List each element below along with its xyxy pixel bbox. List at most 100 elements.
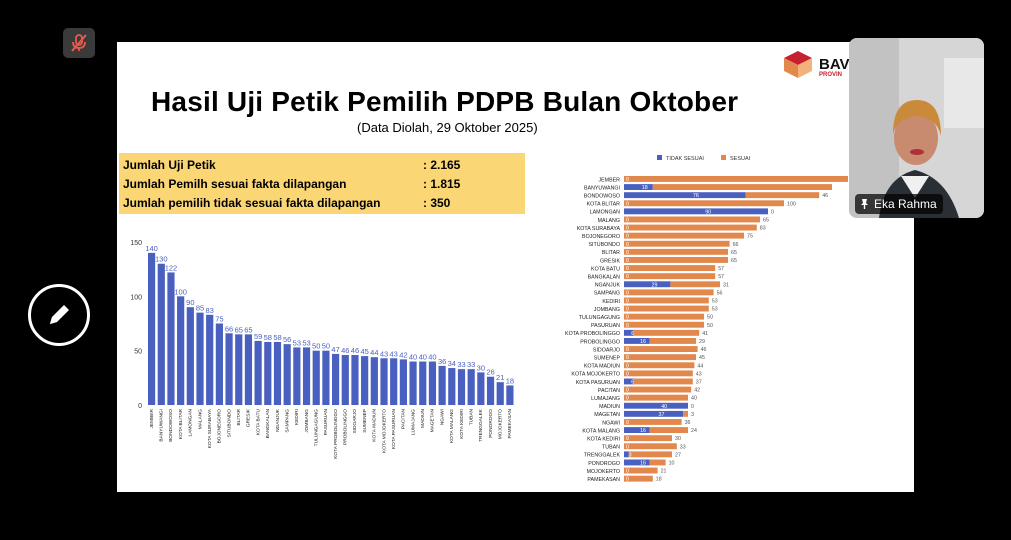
x-tick-label: TULUNGAGUNG [313, 409, 319, 447]
summary-label: Jumlah Pemilh sesuai fakta dilapangan [123, 177, 347, 191]
bar [361, 356, 369, 405]
data-label: 46 [351, 346, 359, 355]
x-tick-label: LUMAJANG [410, 409, 416, 435]
bar-sesuai [624, 232, 744, 239]
category-label: KOTA MADIUN [584, 364, 620, 370]
category-label: MOJOKERTO [587, 469, 620, 475]
data-label: 56 [717, 290, 723, 296]
data-label: 75 [215, 315, 223, 324]
bar-sesuai [652, 184, 832, 190]
data-label: 45 [360, 347, 368, 356]
bar-sesuai [649, 427, 688, 433]
x-tick-label: KOTA MADIUN [372, 408, 378, 441]
x-tick-label: LAMONGAN [188, 408, 194, 436]
x-tick-label: KOTA KEDIRI [459, 409, 465, 439]
y-tick-label: 0 [138, 403, 142, 410]
data-label: 46 [341, 346, 349, 355]
legend-swatch-sesuai [721, 155, 726, 160]
data-label: 0 [626, 388, 629, 394]
data-label: 0 [626, 299, 629, 305]
x-tick-label: BLITAR [236, 408, 242, 425]
category-label: JEMBER [599, 177, 621, 183]
x-tick-label: PAMEKASAN [507, 408, 513, 438]
logo-text: BAV [819, 55, 850, 73]
x-tick-label: GRESIK [246, 408, 252, 427]
data-label: 10 [669, 461, 675, 467]
data-label: 29 [652, 282, 658, 288]
x-tick-label: MALANG [197, 409, 203, 430]
bar-tidak-sesuai [624, 410, 684, 417]
summary-label: Jumlah pemilih tidak sesuai fakta dilapa… [123, 196, 381, 210]
muted-microphone-icon[interactable] [63, 28, 95, 58]
data-label: 75 [747, 234, 753, 240]
data-label: 130 [155, 255, 168, 264]
participant-video-tile[interactable]: Eka Rahma [849, 38, 984, 218]
data-label: 0 [691, 404, 694, 410]
data-label: 21 [496, 373, 504, 382]
data-label: 21 [661, 469, 667, 475]
slide-subtitle: (Data Diolah, 29 Oktober 2025) [357, 120, 538, 135]
participant-name-tag: Eka Rahma [855, 194, 943, 214]
bar-sesuai [649, 338, 696, 344]
category-label: TRENGGALEK [584, 453, 621, 459]
data-label: 18 [506, 376, 514, 385]
data-label: 31 [723, 282, 729, 288]
shared-slide: BAV PROVIN Hasil Uji Petik Pemilih PDPB … [117, 42, 914, 492]
data-label: 85 [196, 304, 204, 313]
bar [409, 361, 417, 405]
bar-sesuai [624, 475, 653, 482]
data-label: 0 [626, 242, 629, 248]
category-label: LUMAJANG [591, 396, 620, 402]
data-label: 0 [626, 469, 629, 475]
x-tick-label: KOTA MOJOKERTO [381, 409, 387, 453]
bar [196, 312, 204, 405]
x-tick-label: PONOROGO [488, 409, 494, 438]
data-label: 3 [691, 412, 694, 418]
data-label: 40 [661, 404, 667, 410]
x-tick-label: SUMENEP [362, 409, 368, 433]
data-label: 44 [697, 363, 703, 369]
bar [380, 358, 388, 405]
bar [283, 344, 291, 405]
data-label: 0 [626, 307, 629, 313]
data-label: 53 [712, 299, 718, 305]
category-label: SAMPANG [594, 291, 620, 297]
data-label: 41 [702, 331, 708, 337]
category-label: TULUNGAGUNG [579, 315, 620, 321]
bar [157, 263, 165, 405]
data-label: 90 [705, 209, 711, 215]
x-tick-label: KOTA MALANG [449, 409, 455, 443]
bar [428, 361, 437, 405]
data-label: 53 [293, 338, 301, 347]
bar-tidak-sesuai [624, 459, 650, 466]
annotate-pencil-button[interactable] [28, 284, 90, 346]
bar-sesuai [624, 216, 760, 223]
data-label: 44 [370, 348, 378, 357]
data-label: 140 [145, 244, 158, 253]
data-label: 46 [822, 193, 828, 199]
bar-tidak-sesuai [624, 378, 634, 385]
data-label: 42 [694, 388, 700, 394]
legend-label: TIDAK SESUAI [666, 156, 704, 162]
category-label: GRESIK [600, 258, 620, 264]
bawaslu-logo: BAV PROVIN [781, 48, 850, 80]
category-label: PAMEKASAN [587, 477, 620, 483]
category-label: BONDOWOSO [584, 194, 620, 200]
pin-icon [861, 199, 868, 209]
bar-tidak-sesuai [624, 281, 671, 288]
bar [167, 272, 175, 405]
bar [419, 361, 427, 405]
bar-sesuai [624, 467, 658, 474]
x-tick-label: KOTA SURABAYA [207, 408, 213, 448]
data-label: 100 [174, 287, 187, 296]
horizontal-stacked-bar-chart: TIDAK SESUAI SESUAI JEMBER 0 BANYUWANGI 18 BON… [565, 155, 848, 483]
bar [332, 353, 340, 405]
legend-swatch-tidak-sesuai [657, 155, 662, 160]
bar-sesuai [624, 289, 714, 296]
data-label: 36 [438, 357, 446, 366]
category-label: MALANG [598, 218, 620, 224]
category-label: KOTA BLITAR [587, 202, 621, 208]
data-label: 0 [626, 266, 629, 272]
bar-sesuai [624, 257, 728, 263]
data-label: 65 [731, 258, 737, 264]
